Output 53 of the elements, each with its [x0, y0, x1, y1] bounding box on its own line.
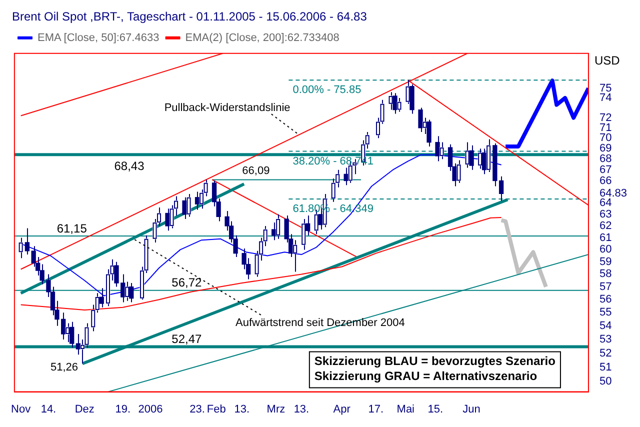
chart-title: Brent Oil Spot ,BRT-, Tageschart - 01.11.2005 - 15.06.2006 - 64.83 — [12, 10, 368, 24]
x-tick-label: 15. — [428, 403, 444, 416]
x-tick-label: 19. — [115, 403, 131, 416]
y-tick-label: 63 — [599, 208, 612, 220]
y-tick-label: 59 — [599, 256, 612, 268]
y-tick-label: 57 — [599, 280, 612, 293]
y-tick-label: 68 — [599, 153, 612, 166]
x-tick-label: 23. — [190, 403, 205, 416]
y-tick-label: 56 — [599, 294, 612, 306]
legend-label: EMA [Close, 50]:67.4633 — [38, 32, 160, 44]
y-tick-label: 70 — [599, 132, 612, 144]
annotation: Skizzierung GRAU = Alternativszenario — [314, 369, 538, 384]
annotation: 66,09 — [242, 164, 270, 177]
y-tick-label: 62 — [599, 220, 612, 232]
annotation: 0.00% - 75.85 — [292, 84, 362, 96]
ref-line-label: 52,47 — [172, 332, 202, 346]
y-tick-label: 60 — [599, 244, 612, 256]
y-axis-title: USD — [594, 54, 620, 68]
x-tick-label: Mai — [396, 403, 414, 416]
legend-label: EMA(2) [Close, 200]:62.733408 — [185, 32, 340, 44]
x-tick-label: 2006 — [138, 403, 163, 416]
x-tick-label: 13. — [294, 403, 310, 416]
y-tick-label: 51 — [599, 361, 612, 374]
y-tick-label: 75 — [599, 82, 612, 94]
y-tick-label: 54 — [599, 320, 612, 332]
ref-line-label: 68,43 — [114, 158, 145, 173]
x-tick-label: 14. — [40, 403, 56, 416]
y-tick-label: 71 — [599, 122, 612, 134]
y-tick-label: 67 — [599, 164, 612, 176]
x-tick-label: Mrz — [266, 403, 286, 416]
ref-line-label: 61,15 — [56, 221, 88, 236]
y-tick-label: 72 — [599, 112, 612, 124]
y-tick-label: 64 — [599, 197, 612, 210]
y-tick-label: 55 — [599, 306, 612, 319]
y-tick-label: 53 — [599, 333, 612, 346]
annotation: Skizzierung BLAU = bevorzugtes Szenario — [314, 354, 556, 368]
y-tick-label: 66 — [599, 174, 612, 187]
y-tick-label: 74 — [599, 92, 612, 104]
y-tick-label: 58 — [599, 268, 612, 280]
x-tick-label: 17. — [368, 403, 384, 416]
x-tick-label: 13. — [234, 403, 250, 416]
y-tick-label: 61 — [599, 232, 612, 244]
x-tick-label: Apr — [333, 403, 351, 416]
annotation: Pullback-Widerstandslinie — [164, 102, 290, 114]
x-tick-label: Dez — [74, 403, 94, 416]
x-tick-label: Nov — [11, 403, 32, 416]
x-tick-label: Jun — [462, 403, 480, 416]
y-tick-label: 52 — [599, 347, 612, 360]
y-tick-label: 50 — [599, 376, 612, 388]
y-tick-label: 69 — [599, 142, 612, 155]
ref-line-label: 56,72 — [172, 276, 202, 290]
annotation: 51,26 — [50, 362, 78, 374]
x-tick-label: Feb — [206, 403, 226, 416]
